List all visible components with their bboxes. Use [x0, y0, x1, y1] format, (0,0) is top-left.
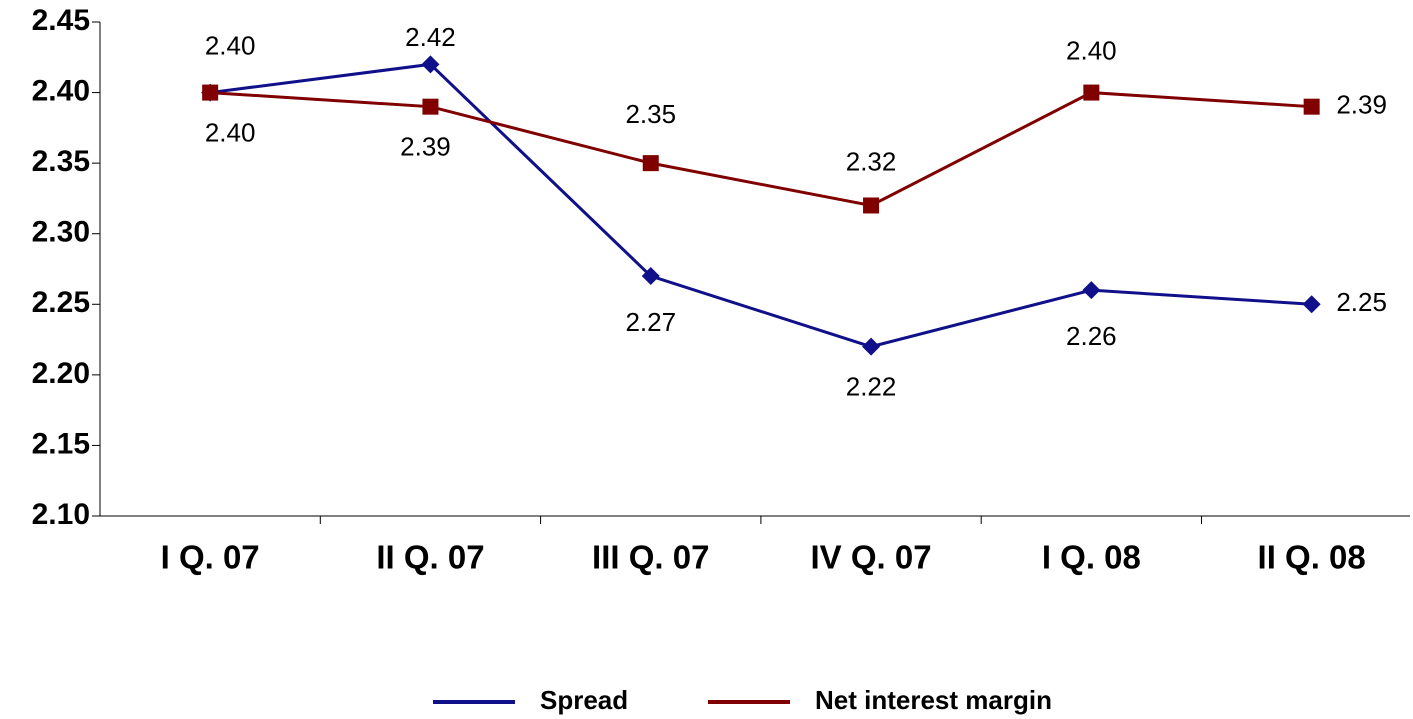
data-label: 2.40 — [205, 30, 256, 60]
marker — [863, 197, 880, 214]
marker — [421, 55, 440, 74]
data-label: 2.42 — [405, 22, 456, 52]
marker — [1303, 98, 1320, 115]
marker — [1082, 281, 1101, 300]
y-tick-label: 2.35 — [32, 145, 90, 178]
line — [210, 91, 1312, 208]
x-tick-label: I Q. 08 — [1042, 539, 1141, 576]
data-label: 2.39 — [400, 132, 451, 162]
y-tick-label: 2.45 — [32, 4, 90, 37]
legend-label: Spread — [540, 685, 628, 715]
y-tick-label: 2.10 — [32, 498, 90, 531]
marker — [862, 337, 881, 356]
y-tick-label: 2.25 — [32, 286, 90, 319]
y-tick-label: 2.15 — [32, 427, 90, 460]
y-tick-label: 2.40 — [32, 74, 90, 107]
data-label: 2.27 — [625, 307, 676, 337]
x-tick-label: IV Q. 07 — [811, 539, 932, 576]
marker — [641, 267, 660, 286]
y-tick-label: 2.20 — [32, 357, 90, 390]
data-label: 2.25 — [1336, 287, 1387, 317]
y-tick-label: 2.30 — [32, 216, 90, 249]
line — [209, 62, 1312, 349]
data-label: 2.40 — [1066, 35, 1117, 65]
marker — [202, 84, 219, 101]
x-tick-label: II Q. 07 — [376, 539, 484, 576]
x-tick-label: III Q. 07 — [592, 539, 709, 576]
data-label: 2.22 — [846, 372, 897, 402]
marker — [1302, 295, 1321, 314]
legend-label: Net interest margin — [815, 685, 1052, 715]
data-label: 2.35 — [625, 99, 676, 129]
data-label: 2.32 — [846, 146, 897, 176]
data-label: 2.40 — [205, 117, 256, 147]
data-label: 2.39 — [1336, 90, 1387, 120]
x-tick-label: II Q. 08 — [1258, 539, 1366, 576]
marker — [1083, 84, 1100, 101]
x-tick-label: I Q. 07 — [161, 539, 260, 576]
marker — [422, 98, 439, 115]
marker — [642, 155, 659, 172]
data-label: 2.26 — [1066, 321, 1117, 351]
